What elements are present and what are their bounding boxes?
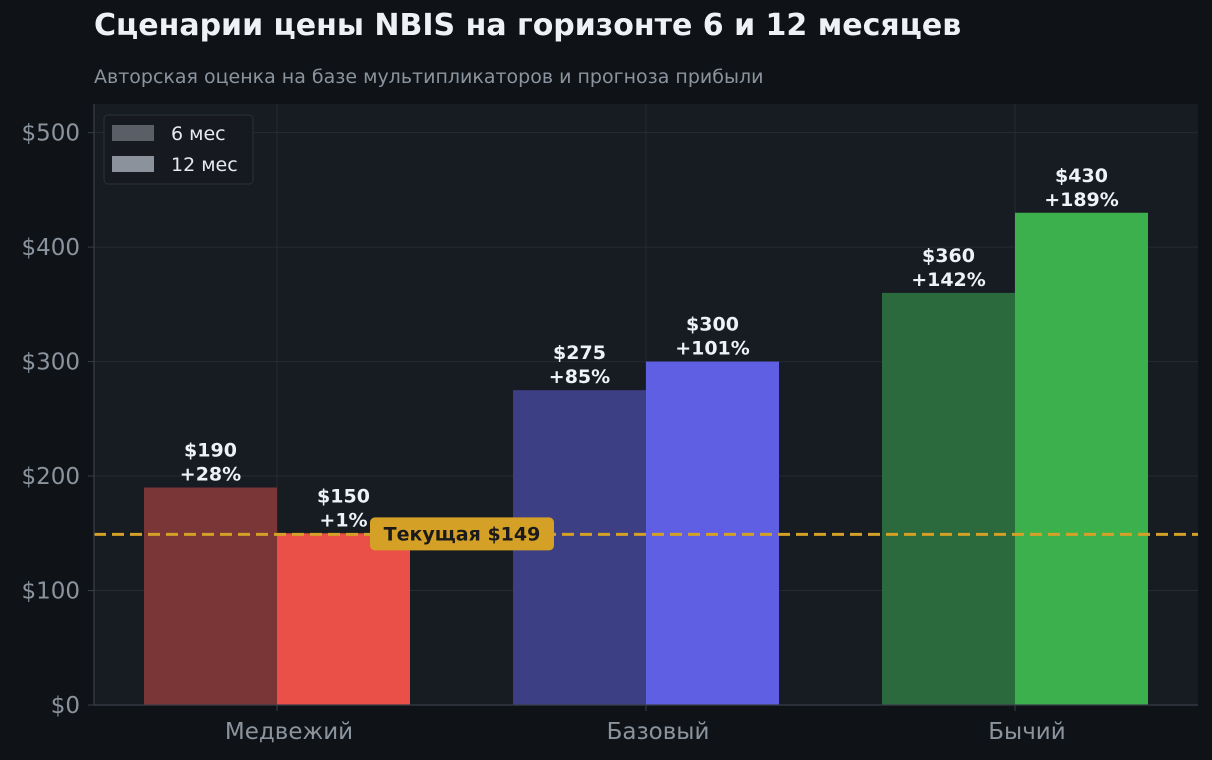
chart-subtitle: Авторская оценка на базе мультипликаторо… [94, 66, 764, 88]
data-label-change: +142% [911, 269, 986, 291]
data-label-change: +189% [1044, 189, 1119, 211]
x-tick-label: Базовый [607, 719, 710, 745]
y-tick-label: $300 [21, 350, 80, 376]
y-tick-label: $500 [21, 121, 80, 147]
chart-title: Сценарии цены NBIS на горизонте 6 и 12 м… [94, 8, 962, 43]
data-label-change: +101% [675, 338, 750, 360]
bar-6m [882, 292, 1015, 705]
legend-swatch [112, 125, 154, 141]
x-tick-label: Медвежий [225, 719, 353, 745]
data-label-change: +28% [180, 463, 241, 485]
y-tick-label: $400 [21, 235, 80, 261]
y-tick-label: $0 [51, 693, 80, 719]
data-label-value: $150 [317, 485, 370, 507]
bar-12m [1015, 212, 1148, 705]
legend-label: 6 мес [171, 123, 226, 145]
axes: $0 $100 $200 $300 $400 $500 Медвежий Базовый Быч… [21, 104, 1198, 745]
data-label-change: +85% [549, 366, 610, 388]
data-label-value: $300 [686, 314, 739, 336]
legend-swatch [112, 156, 154, 172]
x-tick-label: Бычий [988, 719, 1065, 745]
bar-6m [144, 487, 277, 705]
y-tick-label: $200 [21, 464, 80, 490]
data-label-value: $360 [922, 245, 975, 267]
legend-label: 12 мес [171, 154, 238, 176]
data-label-value: $430 [1055, 165, 1108, 187]
data-label-value: $190 [184, 439, 237, 461]
bar-12m [277, 533, 410, 705]
data-label-value: $275 [553, 342, 606, 364]
data-labels: $190+28% $275+85% $360+142% $150+1% $300+101… [180, 165, 1119, 551]
y-tick-label: $100 [21, 579, 80, 605]
data-label-change: +1% [319, 509, 367, 531]
reference-badge [370, 517, 554, 551]
legend: 6 мес 12 мес [103, 114, 254, 185]
reference-label: Текущая $149 [384, 523, 541, 545]
